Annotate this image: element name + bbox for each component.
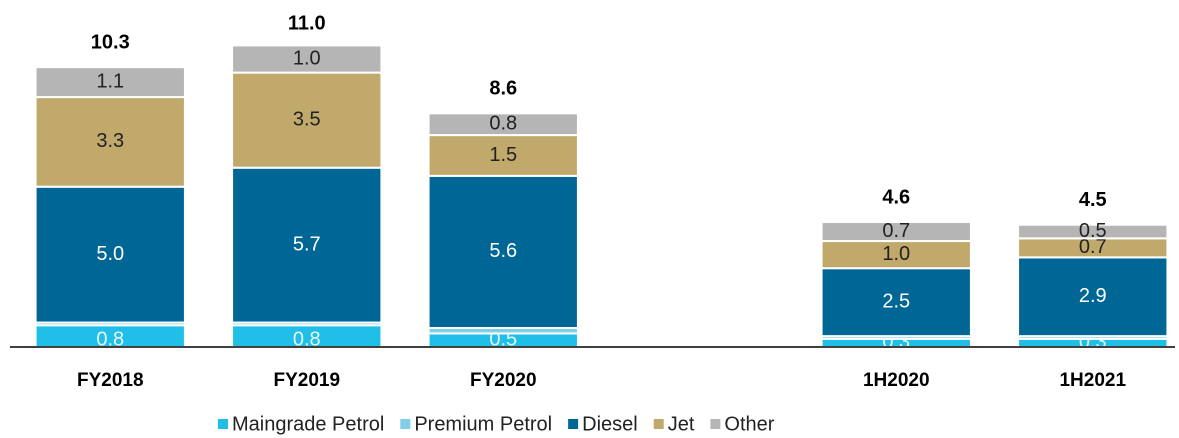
data-label: 1.0 <box>882 243 910 265</box>
legend-swatch <box>653 419 664 429</box>
bar-segment <box>34 66 186 99</box>
legend-swatch <box>400 419 411 429</box>
total-label: 8.6 <box>489 78 517 100</box>
data-label: 0.7 <box>1079 236 1107 258</box>
legend-label: Other <box>724 413 774 435</box>
bar-segment <box>820 240 972 270</box>
bar-segment <box>231 44 383 74</box>
data-label: 3.3 <box>96 130 124 152</box>
data-label: 0.8 <box>96 328 124 350</box>
total-label: 10.3 <box>91 31 130 53</box>
x-tick-label: FY2018 <box>77 370 144 391</box>
data-label: 0.7 <box>882 220 910 242</box>
bar-segment <box>820 221 972 243</box>
data-label: 1.1 <box>96 70 124 92</box>
x-tick-label: FY2020 <box>470 370 537 391</box>
data-label: 2.9 <box>1079 285 1107 307</box>
data-label: 3.5 <box>293 108 321 130</box>
total-label: 11.0 <box>288 12 326 34</box>
legend-swatch <box>218 419 228 429</box>
bar-segment <box>427 112 579 137</box>
bar-segment <box>820 267 972 338</box>
data-label: 5.0 <box>96 243 124 265</box>
x-tick-label: 1H2020 <box>863 370 930 391</box>
data-label: 5.6 <box>489 240 517 262</box>
legend-label: Jet <box>668 413 695 435</box>
legend-swatch <box>710 419 721 429</box>
data-label: 0.8 <box>489 113 517 135</box>
bar-segment <box>231 71 383 169</box>
legend-swatch <box>568 419 579 429</box>
legend-label: Premium Petrol <box>414 413 552 435</box>
legend-label: Maingrade Petrol <box>232 413 384 435</box>
data-label: 0.5 <box>1079 220 1107 242</box>
bar-segment <box>231 166 383 324</box>
data-label: 5.7 <box>293 233 321 255</box>
legend-label: Diesel <box>582 413 638 435</box>
data-label: 1.0 <box>293 47 321 69</box>
bar-segment <box>427 134 579 177</box>
data-label: 0.8 <box>293 328 321 350</box>
x-tick-label: FY2019 <box>273 370 340 391</box>
bar-segment <box>427 174 579 329</box>
total-label: 4.6 <box>882 186 910 208</box>
data-label: 1.5 <box>489 144 517 166</box>
x-tick-label: 1H2021 <box>1059 370 1126 391</box>
bar-segment <box>34 185 186 324</box>
bar-segment <box>34 96 186 188</box>
bar-segment <box>1017 223 1169 240</box>
total-label: 4.5 <box>1079 189 1107 211</box>
data-label: 2.5 <box>882 290 910 312</box>
bar-segment <box>1017 256 1169 338</box>
